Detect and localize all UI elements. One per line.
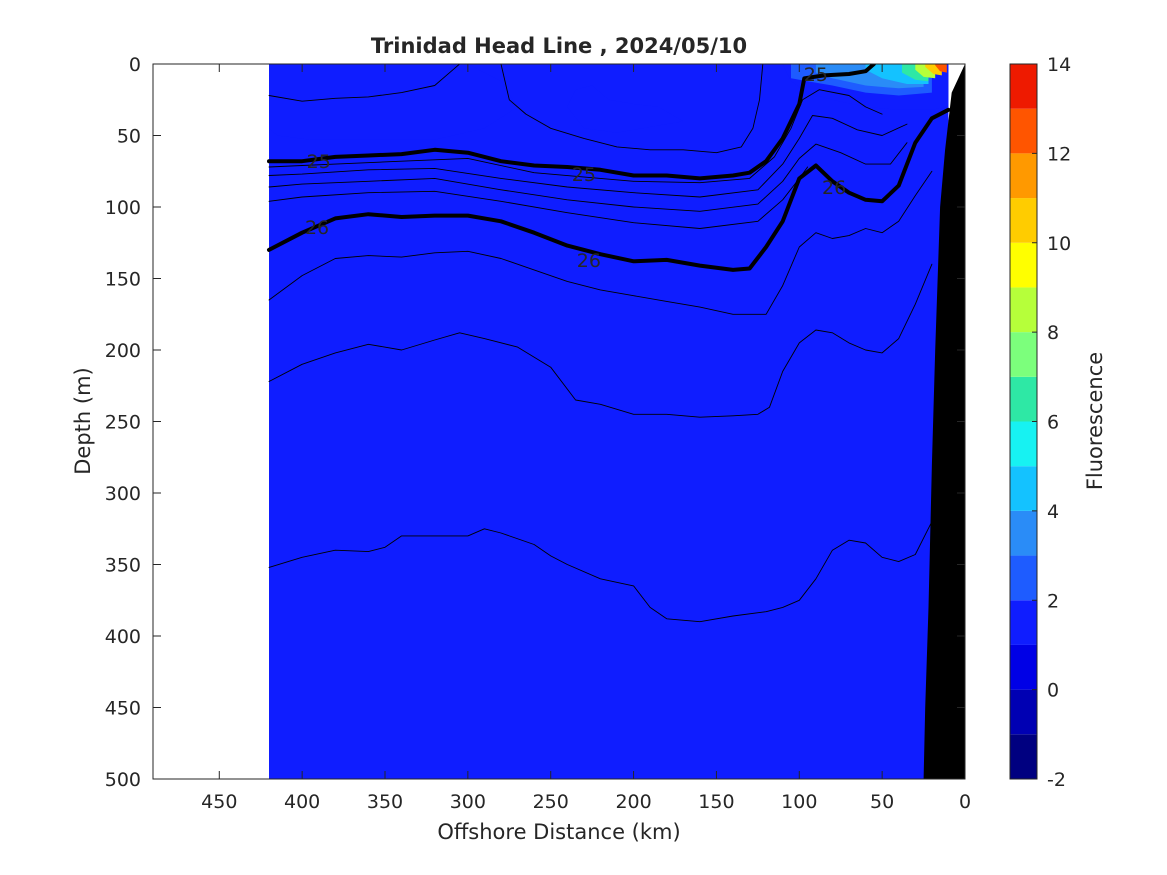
colorbar-swatch-15 (1010, 64, 1037, 109)
colorbar-tick-label-3: 8 (1047, 322, 1059, 344)
contour-label-2: 25 (804, 64, 828, 86)
x-tick-label-3: 300 (450, 791, 486, 813)
fluorescence-patch-0 (269, 64, 518, 140)
seafloor-layer (923, 64, 965, 779)
density-contour-2 (268, 89, 883, 184)
y-tick-label-5: 250 (105, 412, 141, 434)
y-tick-label-1: 50 (117, 126, 141, 148)
fluorescence-patch-1 (567, 85, 684, 133)
y-axis-label: Depth (m) (71, 367, 95, 474)
x-tick-label-4: 250 (533, 791, 569, 813)
density-contour-5 (268, 166, 809, 229)
colorbar-tick-label-4: 6 (1047, 412, 1059, 434)
y-tick-label-0: 0 (129, 54, 141, 76)
density-contour-8 (268, 499, 941, 623)
colorbar-swatch-10 (1010, 287, 1037, 333)
colorbar-swatch-11 (1010, 242, 1037, 288)
y-tick-label-10: 500 (105, 769, 141, 791)
x-tick-label-9: 0 (959, 791, 971, 813)
contour-label-1: 25 (572, 164, 596, 186)
colorbar-swatch-14 (1010, 108, 1037, 154)
density-contour-3 (268, 115, 908, 198)
x-axis-label: Offshore Distance (km) (437, 820, 680, 844)
colorbar-tick-label-0: 14 (1047, 54, 1071, 76)
colorbar-tick-label-8: -2 (1047, 769, 1066, 791)
colorbar-swatch-7 (1010, 421, 1037, 467)
x-tick-label-5: 200 (615, 791, 651, 813)
colorbar-swatch-5 (1010, 510, 1037, 556)
colorbar-tick-label-2: 10 (1047, 233, 1071, 255)
colorbar-swatch-8 (1010, 376, 1037, 422)
colorbar-tick-label-5: 4 (1047, 501, 1059, 523)
colorbar-tick-label-7: 0 (1047, 680, 1059, 702)
x-tick-label-0: 450 (201, 791, 237, 813)
colorbar-swatch-2 (1010, 644, 1037, 690)
fluorescence-patch-9 (935, 64, 947, 73)
density-contour-7 (268, 263, 933, 418)
colorbar-swatches (1010, 64, 1037, 779)
x-tick-label-6: 150 (698, 791, 734, 813)
colorbar-swatch-0 (1010, 734, 1037, 779)
contour-label-5: 26 (822, 177, 846, 199)
density-contour-layer (267, 64, 951, 623)
colorbar-swatch-1 (1010, 689, 1037, 735)
density-contour-9 (268, 64, 461, 102)
y-tick-label-8: 400 (105, 626, 141, 648)
colorbar-label: Fluorescence (1083, 352, 1107, 490)
y-tick-label-2: 100 (105, 197, 141, 219)
x-tick-label-8: 50 (870, 791, 894, 813)
x-tick-label-7: 100 (781, 791, 817, 813)
x-axis-ticks: 450 400 350 300 250 200 150 100 50 0 (201, 64, 971, 813)
density-contour-4 (268, 142, 908, 212)
density-contour-6 (268, 170, 933, 315)
colorbar: 14 12 10 8 6 4 2 0 -2 Fluorescence (1009, 54, 1107, 791)
colorbar-swatch-4 (1010, 555, 1037, 601)
y-tick-label-7: 350 (105, 555, 141, 577)
x-tick-label-2: 350 (367, 791, 403, 813)
chart-title: Trinidad Head Line , 2024/05/10 (371, 34, 747, 58)
contour-label-4: 26 (577, 250, 601, 272)
x-tick-label-1: 400 (284, 791, 320, 813)
colorbar-swatch-9 (1010, 332, 1037, 377)
y-tick-label-6: 300 (105, 483, 141, 505)
y-tick-label-3: 150 (105, 269, 141, 291)
y-tick-label-4: 200 (105, 340, 141, 362)
density-contour-bold-0 (267, 64, 876, 181)
contour-label-3: 26 (305, 217, 329, 239)
colorbar-tick-label-1: 12 (1047, 143, 1071, 165)
contour-label-layer: 25 25 25 26 26 26 (305, 64, 846, 272)
colorbar-swatch-12 (1010, 198, 1037, 243)
y-axis-ticks: 0 50 100 150 200 250 300 350 400 450 500 (105, 54, 965, 791)
colorbar-swatch-13 (1010, 153, 1037, 199)
colorbar-swatch-3 (1010, 600, 1037, 645)
colorbar-ticks: 14 12 10 8 6 4 2 0 -2 (1032, 54, 1071, 791)
seafloor-polygon (923, 64, 965, 779)
colorbar-tick-label-6: 2 (1047, 590, 1059, 612)
density-contour-bold-1 (267, 107, 951, 272)
colorbar-swatch-6 (1010, 466, 1037, 511)
density-contour-10 (500, 64, 764, 154)
y-tick-label-9: 450 (105, 698, 141, 720)
contour-label-0: 25 (307, 151, 331, 173)
